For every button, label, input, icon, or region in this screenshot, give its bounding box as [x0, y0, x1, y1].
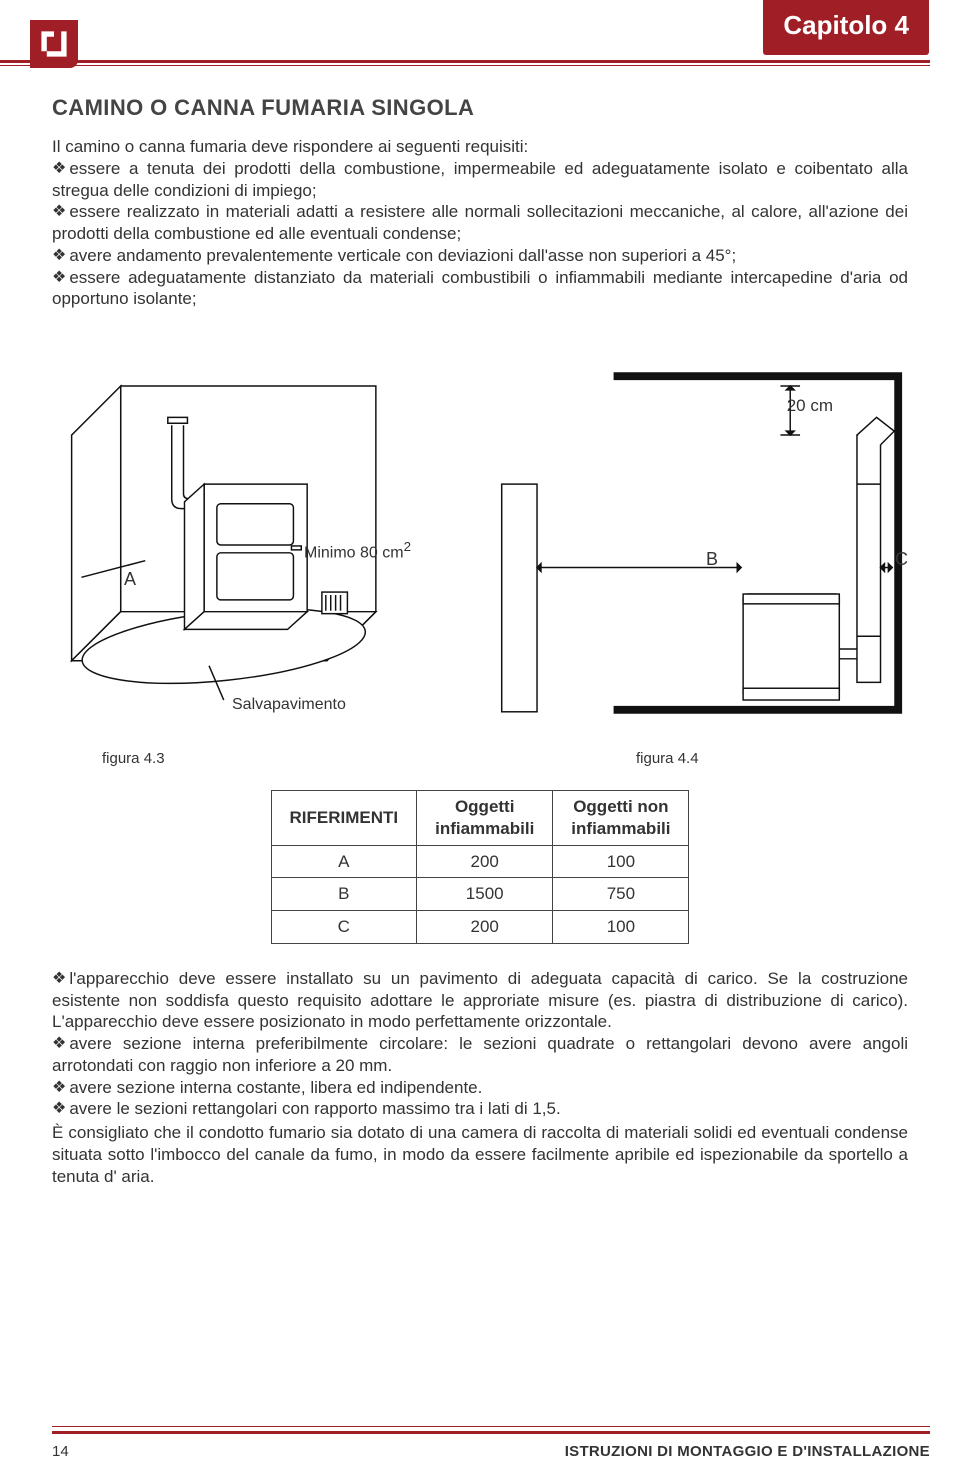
bullet-icon: ❖ [52, 268, 66, 288]
reference-table: RIFERIMENTI Oggetti infiammabili Oggetti… [271, 790, 690, 944]
bullet-icon: ❖ [52, 1034, 66, 1054]
brand-logo-icon [36, 26, 72, 62]
footer-title: ISTRUZIONI DI MONTAGGIO E D'INSTALLAZION… [565, 1443, 930, 1460]
table-col-ref: RIFERIMENTI [271, 791, 417, 846]
bullet-text: avere andamento prevalentemente vertical… [69, 246, 736, 265]
page-footer: 14 ISTRUZIONI DI MONTAGGIO E D'INSTALLAZ… [52, 1443, 930, 1460]
bullet-item: ❖essere realizzato in materiali adatti a… [52, 201, 908, 245]
table-row: C 200 100 [271, 911, 689, 944]
chapter-tab: Capitolo 4 [762, 0, 930, 56]
bullet-icon: ❖ [52, 246, 66, 266]
top-dim-label: 20 cm [787, 395, 833, 417]
label-c: C [895, 548, 908, 571]
table-col-flammable: Oggetti infiammabili [417, 791, 553, 846]
bullet-text: essere adeguatamente distanziato da mate… [52, 268, 908, 309]
table-col-nonflammable: Oggetti non infiammabili [553, 791, 689, 846]
figure-4-3-caption: figura 4.3 [102, 749, 474, 768]
intro-text: Il camino o canna fumaria deve risponder… [52, 136, 908, 158]
bullet-icon: ❖ [52, 969, 66, 989]
bullet-item: ❖avere andamento prevalentemente vertica… [52, 245, 908, 267]
page-content: CAMINO O CANNA FUMARIA SINGOLA Il camino… [0, 66, 960, 1187]
table-row: B 1500 750 [271, 878, 689, 911]
bullet-item: ❖avere sezione interna preferibilmente c… [52, 1033, 908, 1077]
floor-label: Salvapavimento [232, 695, 346, 715]
bullet-icon: ❖ [52, 1099, 66, 1119]
min-area-text: Minimo 80 cm [304, 545, 404, 562]
page-header: Capitolo 4 [0, 0, 960, 66]
min-area-sup: 2 [404, 539, 411, 554]
bullet-item: ❖l'apparecchio deve essere installato su… [52, 968, 908, 1033]
label-a: A [124, 568, 136, 591]
closing-text: È consigliato che il condotto fumario si… [52, 1122, 908, 1187]
label-b: B [706, 548, 718, 571]
table-row: A 200 100 [271, 845, 689, 878]
bullet-icon: ❖ [52, 159, 66, 179]
bullet-text: essere a tenuta dei prodotti della combu… [52, 159, 908, 200]
page-number: 14 [52, 1443, 69, 1460]
bullet-icon: ❖ [52, 1078, 66, 1098]
bullet-text: avere le sezioni rettangolari con rappor… [69, 1099, 560, 1118]
bullet-item: ❖avere le sezioni rettangolari con rappo… [52, 1098, 908, 1120]
bullet-text: essere realizzato in materiali adatti a … [52, 202, 908, 243]
bullet-text: l'apparecchio deve essere installato su … [52, 969, 908, 1032]
figures-area: A Minimo 80 cm2 Salvapavimento figura 4.… [52, 338, 908, 768]
bullet-text: avere sezione interna preferibilmente ci… [52, 1034, 908, 1075]
footer-rule [52, 1426, 930, 1434]
figure-4-3: A Minimo 80 cm2 Salvapavimento figura 4.… [52, 343, 474, 768]
bullet-item: ❖essere adeguatamente distanziato da mat… [52, 267, 908, 311]
bullet-item: ❖avere sezione interna costante, libera … [52, 1077, 908, 1099]
bullet-item: ❖essere a tenuta dei prodotti della comb… [52, 158, 908, 202]
section-heading: CAMINO O CANNA FUMARIA SINGOLA [52, 94, 908, 122]
table-header-row: RIFERIMENTI Oggetti infiammabili Oggetti… [271, 791, 689, 846]
brand-logo [30, 20, 78, 68]
figure-4-4-caption: figura 4.4 [636, 749, 908, 768]
figure-4-4-svg [486, 343, 908, 743]
bullet-text: avere sezione interna costante, libera e… [69, 1078, 482, 1097]
bullet-icon: ❖ [52, 202, 66, 222]
figure-4-4: 20 cm B C figura 4.4 [486, 343, 908, 768]
header-rule [0, 60, 930, 66]
min-area-label: Minimo 80 cm2 [304, 538, 411, 564]
